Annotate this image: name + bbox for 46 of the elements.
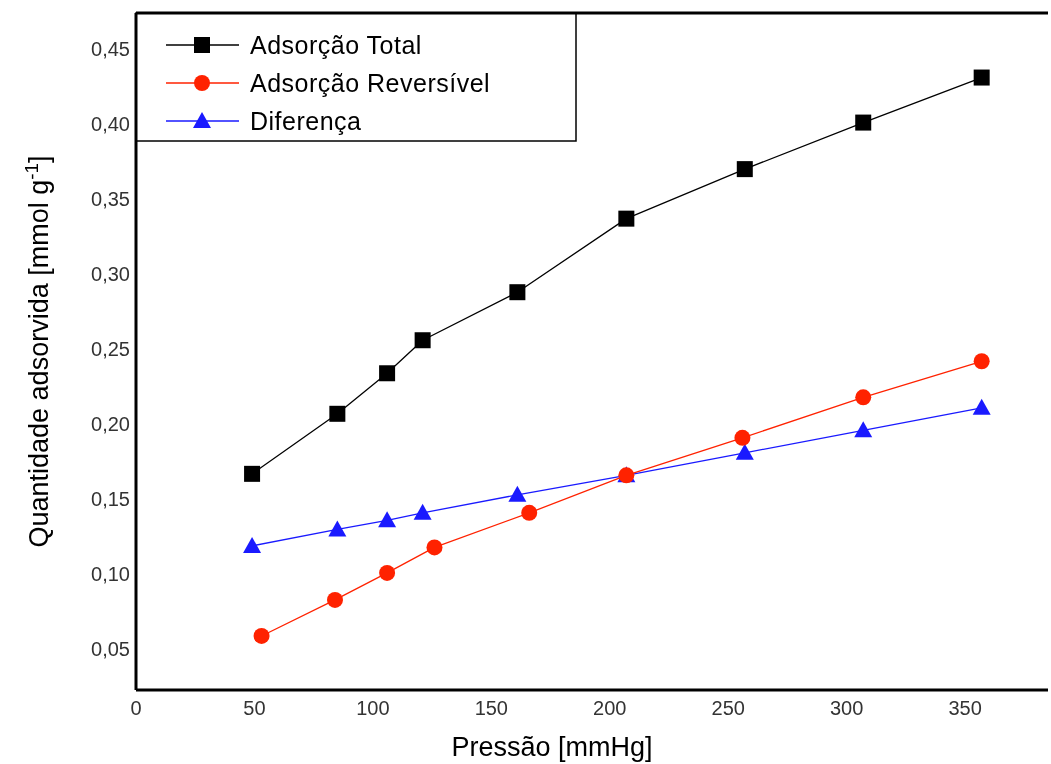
point (735, 443, 754, 460)
x-tick-label: 0 (130, 697, 142, 719)
y-tick-label: 0,35 (91, 188, 130, 211)
y-tick-label: 0,15 (91, 488, 130, 511)
legend-label: Diferença (250, 107, 362, 135)
point (736, 161, 753, 178)
point (244, 465, 261, 482)
point (426, 539, 443, 556)
legend-label: Adsorção Reversível (250, 69, 491, 97)
point (329, 405, 346, 422)
point (521, 504, 538, 521)
point (328, 520, 347, 537)
point (972, 398, 991, 415)
point (854, 421, 873, 438)
y-tick-label: 0,10 (91, 563, 130, 586)
x-tick-label: 350 (948, 697, 982, 719)
x-tick-label: 50 (243, 697, 266, 719)
point (855, 114, 872, 131)
point (734, 429, 751, 446)
x-tick-label: 200 (593, 697, 627, 719)
point (618, 210, 635, 227)
x-tick-label: 300 (829, 697, 864, 719)
point (253, 627, 270, 644)
point (379, 564, 396, 581)
point (378, 511, 397, 528)
x-tick-label: 100 (356, 697, 390, 719)
y-tick-label: 0,20 (91, 413, 130, 436)
y-tick-label: 0,45 (91, 38, 130, 61)
point (414, 332, 431, 349)
point (243, 536, 262, 553)
y-tick-label: 0,05 (91, 638, 130, 661)
x-tick-label: 250 (711, 697, 745, 719)
legend-label: Adsorção Total (250, 31, 422, 59)
point (508, 485, 527, 502)
x-tick-label: 150 (474, 697, 509, 719)
point (379, 365, 396, 382)
y-tick-label: 0,40 (91, 113, 130, 136)
x-axis-title: Pressão [mmHg] (451, 732, 653, 762)
y-tick-label: 0,30 (91, 263, 130, 286)
point (509, 284, 526, 301)
point (855, 389, 872, 406)
point (413, 503, 432, 520)
point (326, 591, 343, 608)
point (973, 69, 990, 86)
point (973, 353, 990, 370)
y-tick-label: 0,25 (91, 338, 130, 361)
